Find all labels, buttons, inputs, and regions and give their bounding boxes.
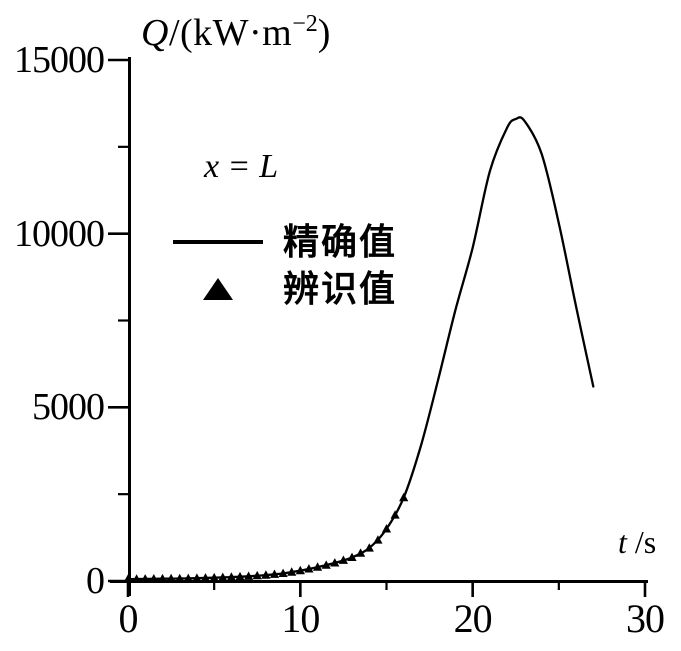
x-axis-label: t /s [618,524,656,560]
x-tick-label: 10 [281,596,320,641]
x-axis-label-variable: t [618,524,627,560]
legend-item-identified: 辨识值 [170,265,397,312]
legend: 精确值 辨识值 [170,218,397,312]
y-axis-label: Q/(kW·m−2) [141,2,331,55]
y-tick-label: 15000 [14,39,105,81]
y-axis-label-unit: /(kW·m [168,12,293,54]
y-tick-label: 5000 [32,386,105,429]
y-axis-label-unit-close: ) [317,12,331,54]
y-tick-label: 0 [86,560,105,602]
legend-label-identified: 辨识值 [283,268,398,309]
x-tick-label: 0 [118,596,139,641]
annotation-equals-sign: = [229,148,250,185]
x-axis-label-unit: /s [634,524,657,560]
y-axis-label-exponent: −2 [292,11,318,37]
x-tick-label: 20 [453,596,493,641]
line-sample-icon [173,239,263,244]
annotation-value: L [259,148,280,185]
legend-label-exact: 精确值 [283,221,398,262]
legend-sample-area [170,239,266,244]
legend-item-exact: 精确值 [170,218,397,265]
annotation-x-equals-L: x = L [204,148,279,186]
y-axis-label-variable: Q [141,12,169,54]
triangle-marker-icon [203,277,233,300]
annotation-variable: x [204,148,221,185]
x-tick-label: 30 [625,596,665,641]
y-tick-label: 10000 [14,212,105,255]
legend-sample-area [170,277,266,301]
